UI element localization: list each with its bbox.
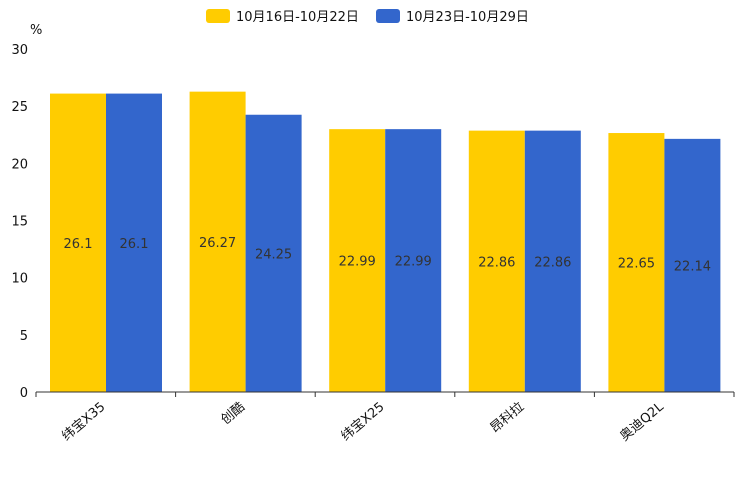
y-tick-label: 0	[20, 386, 28, 401]
y-tick-label: 30	[11, 43, 28, 58]
x-tick-label: 奥迪Q2L	[617, 399, 667, 444]
x-axis: 纬宝X35 创酷 纬宝X25 昂科拉 奥迪Q2L	[35, 392, 735, 445]
y-tick-label: 25	[11, 100, 28, 115]
x-tick-label: 昂科拉	[488, 400, 528, 437]
x-tick-label: 创酷	[218, 400, 248, 428]
y-tick-label: 10	[11, 272, 28, 287]
bar-series-1-4	[468, 130, 525, 392]
bar-series-1-3	[329, 129, 386, 393]
x-tick-label: 纬宝X25	[339, 400, 388, 445]
legend-swatch-series-1	[206, 9, 230, 23]
data-label: 26.1	[64, 237, 93, 252]
legend-label-series-1: 10月16日-10月22日	[236, 10, 359, 25]
data-label: 22.86	[478, 255, 515, 270]
legend-label-series-2: 10月23日-10月29日	[406, 10, 529, 25]
data-label: 22.14	[674, 259, 711, 274]
data-label: 22.65	[618, 257, 655, 272]
y-axis: 0 5 10 15 20 25 30	[11, 43, 28, 401]
y-tick-label: 5	[20, 329, 28, 344]
data-label: 26.1	[120, 237, 149, 252]
bar-series-1-2	[189, 91, 246, 392]
bar-series-2-5	[664, 138, 721, 392]
bar-series-2-4	[524, 130, 581, 392]
legend-swatch-series-2	[376, 9, 400, 23]
y-tick-label: 15	[11, 215, 28, 230]
x-tick-label: 纬宝X35	[59, 400, 108, 445]
data-label: 22.99	[339, 255, 376, 270]
bar-series-2-2	[245, 114, 302, 392]
bars	[50, 91, 721, 393]
bar-series-2-1	[106, 93, 162, 392]
bar-series-2-3	[385, 129, 442, 393]
y-tick-label: 20	[11, 157, 28, 172]
data-labels: 26.1 26.27 22.99 22.86 22.65 26.1 24.25 22.99 22…	[64, 236, 711, 275]
data-label: 22.86	[534, 255, 571, 270]
data-label: 24.25	[255, 247, 292, 262]
data-label: 26.27	[199, 236, 236, 251]
data-label: 22.99	[395, 255, 432, 270]
legend: 10月16日-10月22日 10月23日-10月29日	[206, 9, 529, 25]
bar-series-1-1	[50, 93, 106, 392]
bar-series-1-5	[608, 133, 665, 392]
y-axis-unit-label: %	[30, 23, 42, 38]
